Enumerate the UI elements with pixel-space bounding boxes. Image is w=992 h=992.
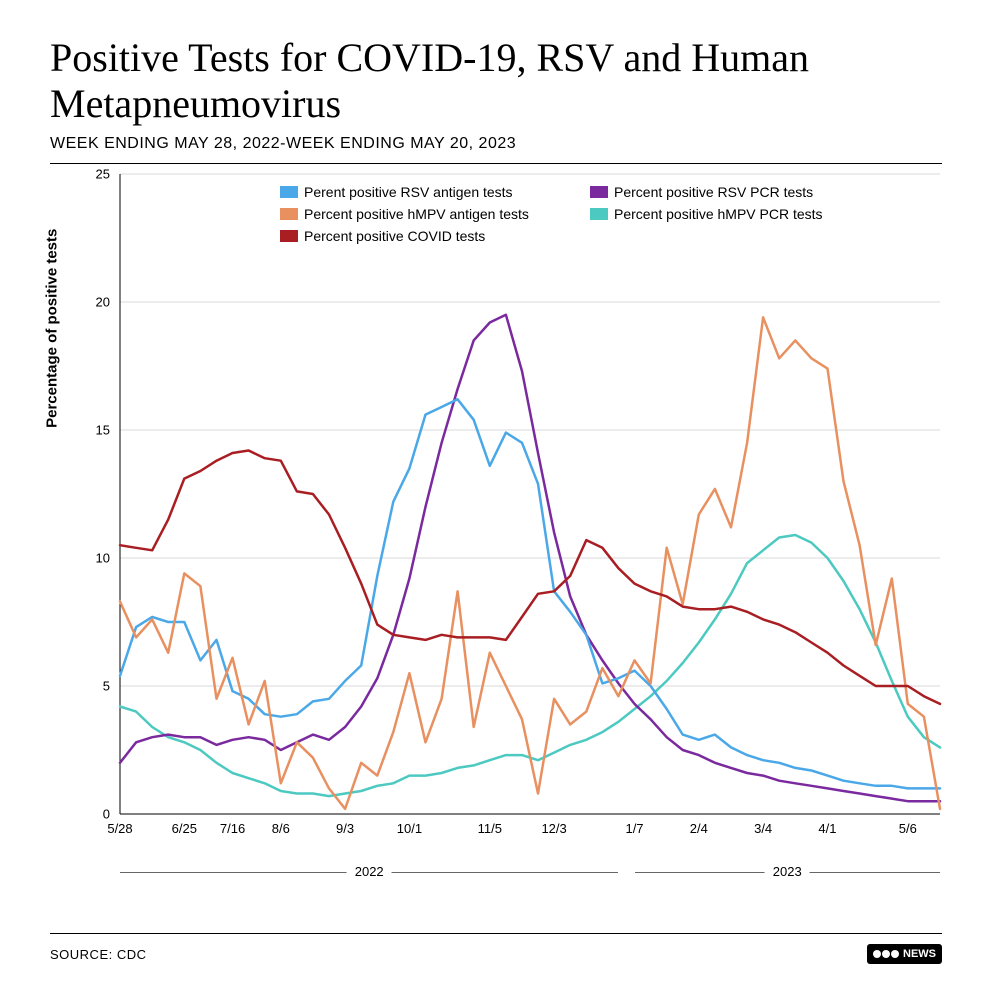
x-tick-label: 2/4 — [690, 821, 708, 836]
x-tick-label: 5/6 — [899, 821, 917, 836]
legend-label: Percent positive hMPV antigen tests — [304, 206, 529, 222]
legend-item: Percent positive COVID tests — [280, 228, 570, 244]
x-tick-label: 11/5 — [478, 821, 502, 836]
source-text: SOURCE: CDC — [50, 947, 147, 962]
x-tick-label: 3/4 — [754, 821, 772, 836]
chart-container: Percentage of positive tests Perent posi… — [70, 174, 940, 864]
y-axis-title: Percentage of positive tests — [44, 229, 61, 428]
x-tick-label: 1/7 — [625, 821, 643, 836]
y-tick-label: 10 — [80, 551, 110, 566]
chart-title: Positive Tests for COVID-19, RSV and Hum… — [50, 35, 942, 127]
legend-swatch — [280, 186, 298, 198]
legend-label: Percent positive RSV PCR tests — [614, 184, 813, 200]
year-label: 2023 — [765, 864, 810, 879]
x-tick-label: 5/28 — [107, 821, 132, 836]
logo-text: NEWS — [903, 948, 936, 960]
legend-swatch — [590, 208, 608, 220]
x-tick-label: 8/6 — [272, 821, 290, 836]
legend-item: Percent positive RSV PCR tests — [590, 184, 870, 200]
year-label: 2022 — [347, 864, 392, 879]
x-tick-label: 4/1 — [818, 821, 836, 836]
legend-label: Perent positive RSV antigen tests — [304, 184, 513, 200]
abc-news-logo: NEWS — [867, 944, 942, 964]
legend-swatch — [280, 230, 298, 242]
chart-svg — [120, 174, 940, 814]
x-tick-label: 10/1 — [397, 821, 422, 836]
legend-swatch — [280, 208, 298, 220]
chart-subtitle: WEEK ENDING MAY 28, 2022-WEEK ENDING MAY… — [50, 135, 942, 164]
y-tick-label: 20 — [80, 295, 110, 310]
x-tick-label: 12/3 — [541, 821, 566, 836]
x-tick-label: 9/3 — [336, 821, 354, 836]
y-tick-label: 15 — [80, 423, 110, 438]
footer: SOURCE: CDC NEWS — [50, 933, 942, 964]
legend-label: Percent positive hMPV PCR tests — [614, 206, 823, 222]
x-tick-label: 7/16 — [220, 821, 245, 836]
plot-area: Perent positive RSV antigen tests Percent… — [120, 174, 940, 814]
legend-item: Perent positive RSV antigen tests — [280, 184, 570, 200]
legend-swatch — [590, 186, 608, 198]
legend-label: Percent positive COVID tests — [304, 228, 485, 244]
legend-item: Percent positive hMPV PCR tests — [590, 206, 870, 222]
y-tick-label: 5 — [80, 679, 110, 694]
x-tick-label: 6/25 — [172, 821, 197, 836]
legend-item: Percent positive hMPV antigen tests — [280, 206, 570, 222]
y-tick-label: 25 — [80, 167, 110, 182]
y-tick-label: 0 — [80, 807, 110, 822]
legend: Perent positive RSV antigen tests Percent… — [280, 184, 870, 244]
